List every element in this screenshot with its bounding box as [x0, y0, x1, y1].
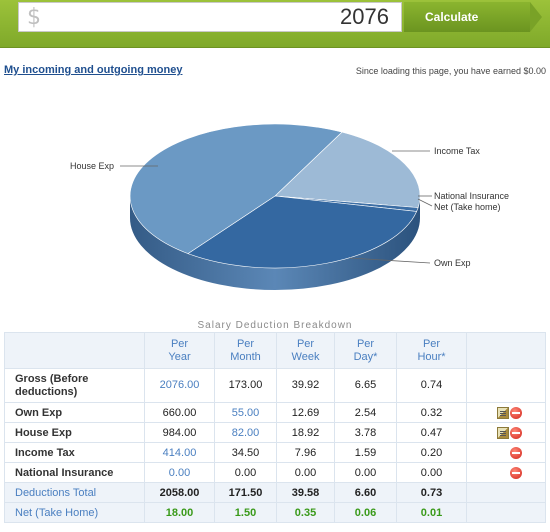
header-per-week: Per Week	[276, 332, 335, 369]
cell-hour: 0.32	[396, 402, 467, 423]
cell-actions	[466, 442, 546, 463]
row-income-tax: Income Tax 414.00 34.50 7.96 1.59 0.20	[4, 442, 546, 463]
header-per-month: Per Month	[214, 332, 277, 369]
row-own-exp: Own Exp 660.00 55.00 12.69 2.54 0.32	[4, 402, 546, 423]
earned-counter: Since loading this page, you have earned…	[355, 66, 546, 76]
row-label: Gross (Before deductions)	[4, 368, 145, 403]
section-title[interactable]: My incoming and outgoing money	[4, 64, 183, 76]
cell-year[interactable]: 2076.00	[144, 368, 215, 403]
salary-input-wrapper: $	[18, 2, 402, 32]
cell-day: 1.59	[334, 442, 397, 463]
cell-year: 660.00	[144, 402, 215, 423]
row-gross: Gross (Before deductions) 2076.00 173.00 …	[4, 368, 546, 403]
cell-week: 12.69	[276, 402, 335, 423]
calculate-arrow-icon	[530, 2, 542, 32]
cell-week: 7.96	[276, 442, 335, 463]
cell-day: 0.00	[334, 462, 397, 483]
pie-chart: House Exp Income Tax National Insurance …	[70, 123, 509, 290]
table-title: Salary Deduction Breakdown	[197, 320, 353, 331]
cell-hour: 0.74	[396, 368, 467, 403]
cell-year[interactable]: 0.00	[144, 462, 215, 483]
pie-label-national-insurance: National Insurance	[434, 191, 509, 201]
cell-month[interactable]: 55.00	[214, 402, 277, 423]
pie-slice-house-exp	[129, 123, 343, 254]
cell-week: 0.35	[276, 502, 335, 523]
remove-icon[interactable]	[509, 466, 522, 479]
row-label: Net (Take Home)	[4, 502, 145, 523]
row-deductions-total: Deductions Total 2058.00 171.50 39.58 6.…	[4, 482, 546, 503]
cell-year: 984.00	[144, 422, 215, 443]
cell-hour: 0.73	[396, 482, 467, 503]
cell-hour: 0.20	[396, 442, 467, 463]
pie-side	[130, 196, 420, 290]
pie-label-house-exp: House Exp	[70, 161, 114, 171]
header-actions	[466, 332, 546, 369]
cell-hour: 0.01	[396, 502, 467, 523]
cell-month[interactable]: 82.00	[214, 422, 277, 443]
remove-icon[interactable]	[509, 426, 522, 439]
row-label: National Insurance	[4, 462, 145, 483]
row-label: Own Exp	[4, 402, 145, 423]
cell-year: 2058.00	[144, 482, 215, 503]
row-net-take-home: Net (Take Home) 18.00 1.50 0.35 0.06 0.0…	[4, 502, 546, 523]
remove-icon[interactable]	[509, 406, 522, 419]
leader-own-exp	[349, 257, 431, 264]
table-header-row: Per Year Per Month Per Week Per Day* Per Hour…	[4, 332, 546, 369]
cell-month: 0.00	[214, 462, 277, 483]
salary-input[interactable]	[49, 3, 395, 31]
pie-label-income-tax: Income Tax	[434, 146, 480, 156]
cell-month: 1.50	[214, 502, 277, 523]
leader-net	[417, 198, 433, 207]
header-per-year: Per Year	[144, 332, 215, 369]
cell-actions	[466, 422, 546, 443]
pie-label-net: Net (Take home)	[434, 202, 501, 212]
header-blank	[4, 332, 145, 369]
cell-week: 18.92	[276, 422, 335, 443]
remove-icon[interactable]	[509, 446, 522, 459]
pie-label-own-exp: Own Exp	[434, 258, 471, 268]
row-house-exp: House Exp 984.00 82.00 18.92 3.78 0.47	[4, 422, 546, 443]
row-national-insurance: National Insurance 0.00 0.00 0.00 0.00 0…	[4, 462, 546, 483]
cell-actions	[466, 462, 546, 483]
cell-hour: 0.47	[396, 422, 467, 443]
cell-week: 0.00	[276, 462, 335, 483]
cell-actions	[466, 502, 546, 523]
edit-icon[interactable]	[496, 426, 509, 439]
edit-icon[interactable]	[496, 406, 509, 419]
cell-month: 171.50	[214, 482, 277, 503]
header-per-day: Per Day*	[334, 332, 397, 369]
row-label: Income Tax	[4, 442, 145, 463]
cell-day: 2.54	[334, 402, 397, 423]
cell-day: 3.78	[334, 422, 397, 443]
cell-day: 0.06	[334, 502, 397, 523]
cell-week: 39.58	[276, 482, 335, 503]
cell-actions	[466, 482, 546, 503]
deduction-table: Per Year Per Month Per Week Per Day* Per Hour…	[4, 332, 546, 523]
cell-month: 34.50	[214, 442, 277, 463]
row-label: House Exp	[4, 422, 145, 443]
cell-year: 18.00	[144, 502, 215, 523]
cell-actions	[466, 368, 546, 403]
cell-year[interactable]: 414.00	[144, 442, 215, 463]
calculator-bar: $ Calculate	[0, 0, 550, 48]
pie-slice-income-tax	[274, 131, 421, 208]
cell-day: 6.65	[334, 368, 397, 403]
calculate-button[interactable]: Calculate	[404, 2, 530, 32]
currency-symbol: $	[27, 5, 41, 30]
header-per-hour: Per Hour*	[396, 332, 467, 369]
cell-day: 6.60	[334, 482, 397, 503]
cell-month: 173.00	[214, 368, 277, 403]
cell-week: 39.92	[276, 368, 335, 403]
pie-slice-own-exp	[187, 195, 418, 269]
cell-actions	[466, 402, 546, 423]
cell-hour: 0.00	[396, 462, 467, 483]
row-label: Deductions Total	[4, 482, 145, 503]
